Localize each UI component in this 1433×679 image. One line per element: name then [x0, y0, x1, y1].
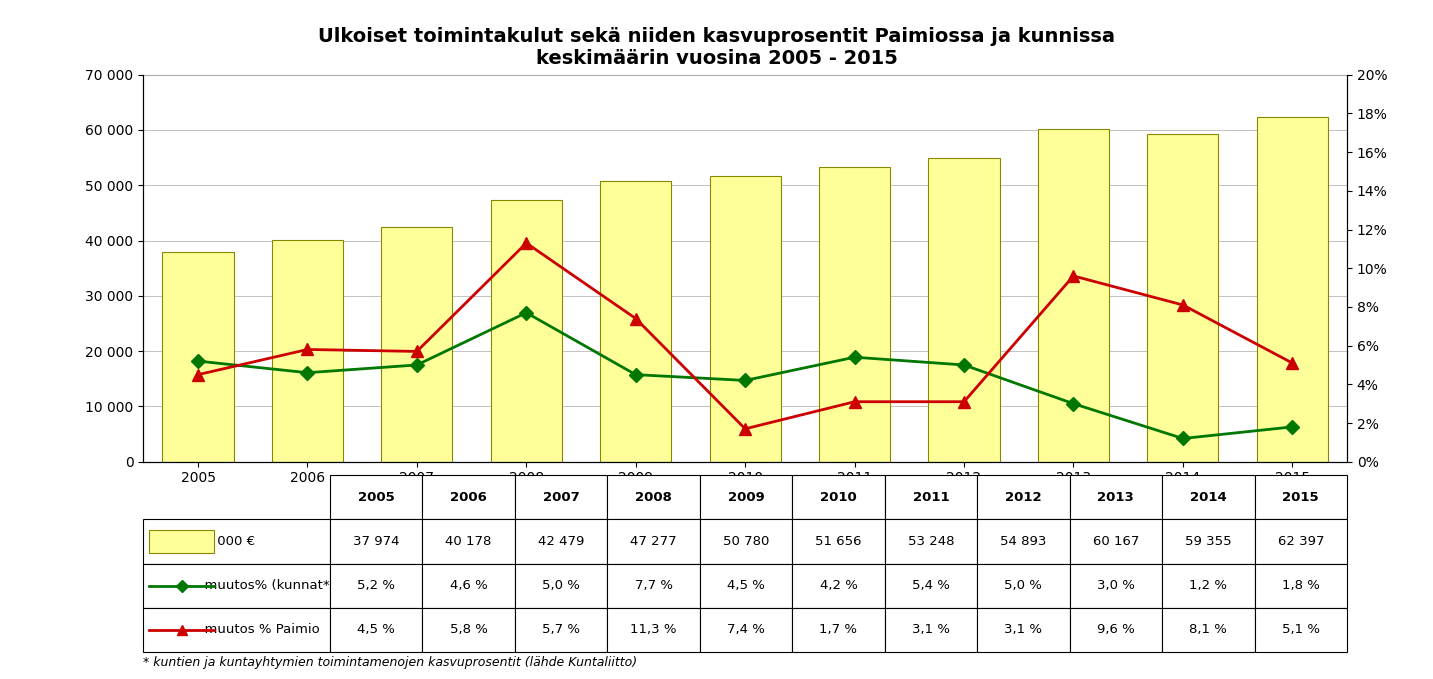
Bar	[1037, 129, 1109, 462]
Bar	[272, 240, 342, 462]
FancyBboxPatch shape	[149, 530, 214, 553]
Text: * kuntien ja kuntayhtymien toimintamenojen kasvuprosentit (lähde Kuntaliitto): * kuntien ja kuntayhtymien toimintamenoj…	[143, 656, 638, 669]
Bar	[381, 227, 453, 462]
Bar	[162, 252, 234, 462]
Bar	[709, 176, 781, 462]
Bar	[929, 158, 1000, 462]
Bar	[600, 181, 671, 462]
Bar	[1257, 117, 1328, 462]
Bar	[820, 167, 890, 462]
Bar	[490, 200, 562, 462]
Bar	[1148, 134, 1218, 462]
Text: Ulkoiset toimintakulut sekä niiden kasvuprosentit Paimiossa ja kunnissa
keskimää: Ulkoiset toimintakulut sekä niiden kasvu…	[318, 27, 1115, 68]
